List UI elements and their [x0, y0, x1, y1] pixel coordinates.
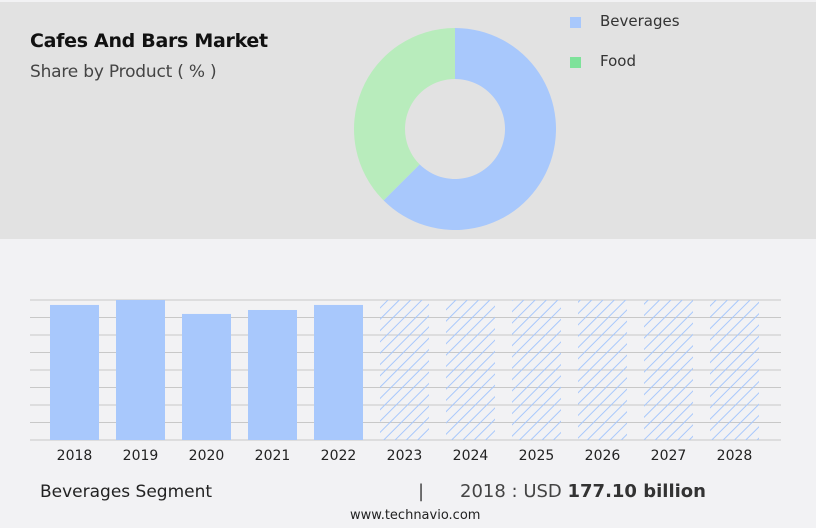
value-amount: 177.10 billion [567, 481, 706, 502]
x-tick-label: 2021 [255, 448, 291, 464]
segment-value: 2018 : USD 177.10 billion [460, 481, 706, 502]
donut-slice-beverages[interactable] [383, 28, 556, 230]
bar-2024[interactable] [446, 300, 495, 440]
bar-2028[interactable] [710, 300, 759, 440]
x-tick-label: 2020 [189, 448, 225, 464]
x-tick-label: 2027 [651, 448, 687, 464]
donut-slice-food[interactable] [354, 28, 455, 201]
x-axis-labels: 2018 2019 2020 2021 2022 2023 2024 2025 2026 2027… [57, 448, 753, 464]
chart-subtitle: Share by Product ( % ) [30, 62, 217, 82]
bars [50, 300, 759, 440]
x-tick-label: 2026 [585, 448, 621, 464]
bar-2022[interactable] [314, 304, 363, 440]
x-tick-label: 2022 [321, 448, 357, 464]
segment-label: Beverages Segment [40, 482, 213, 502]
x-tick-label: 2024 [453, 448, 489, 464]
legend-label: Food [600, 52, 636, 70]
bar-2018[interactable] [50, 304, 99, 440]
bar-2023[interactable] [380, 300, 429, 440]
legend-swatch-icon [570, 57, 581, 68]
bar-2019[interactable] [116, 300, 165, 440]
website-link[interactable]: www.technavio.com [350, 508, 481, 523]
bar-2026[interactable] [578, 300, 627, 440]
footer-separator: | [418, 481, 425, 502]
bar-chart: 2018 2019 2020 2021 2022 2023 2024 2025 2026 2027… [30, 299, 781, 464]
x-tick-label: 2019 [123, 448, 159, 464]
bar-2027[interactable] [644, 300, 693, 440]
x-tick-label: 2018 [57, 448, 93, 464]
x-tick-label: 2023 [387, 448, 423, 464]
donut-chart [354, 28, 556, 230]
x-tick-label: 2025 [519, 448, 555, 464]
bar-2021[interactable] [248, 309, 297, 440]
bar-2025[interactable] [512, 300, 561, 440]
bar-2020[interactable] [182, 313, 231, 440]
legend-swatch-icon [570, 17, 581, 28]
value-prefix: 2018 : USD [460, 481, 568, 502]
x-tick-label: 2028 [717, 448, 753, 464]
chart-title: Cafes And Bars Market [30, 30, 268, 52]
legend-label: Beverages [600, 12, 680, 30]
